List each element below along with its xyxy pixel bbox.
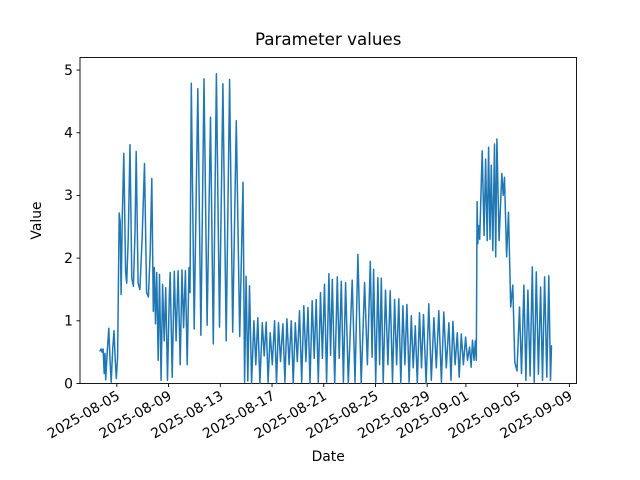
chart-title: Parameter values: [255, 29, 401, 49]
data-line: [99, 73, 553, 385]
y-tick-label: 0: [64, 376, 73, 392]
y-axis-label: Value: [29, 201, 45, 239]
y-tick-label: 2: [64, 251, 73, 267]
x-axis-label: Date: [312, 449, 345, 465]
y-tick-label: 4: [64, 126, 73, 142]
y-tick-label: 3: [64, 188, 73, 204]
plot-area: [79, 57, 577, 384]
y-tick-label: 1: [64, 314, 73, 330]
y-tick-label: 5: [64, 63, 73, 79]
